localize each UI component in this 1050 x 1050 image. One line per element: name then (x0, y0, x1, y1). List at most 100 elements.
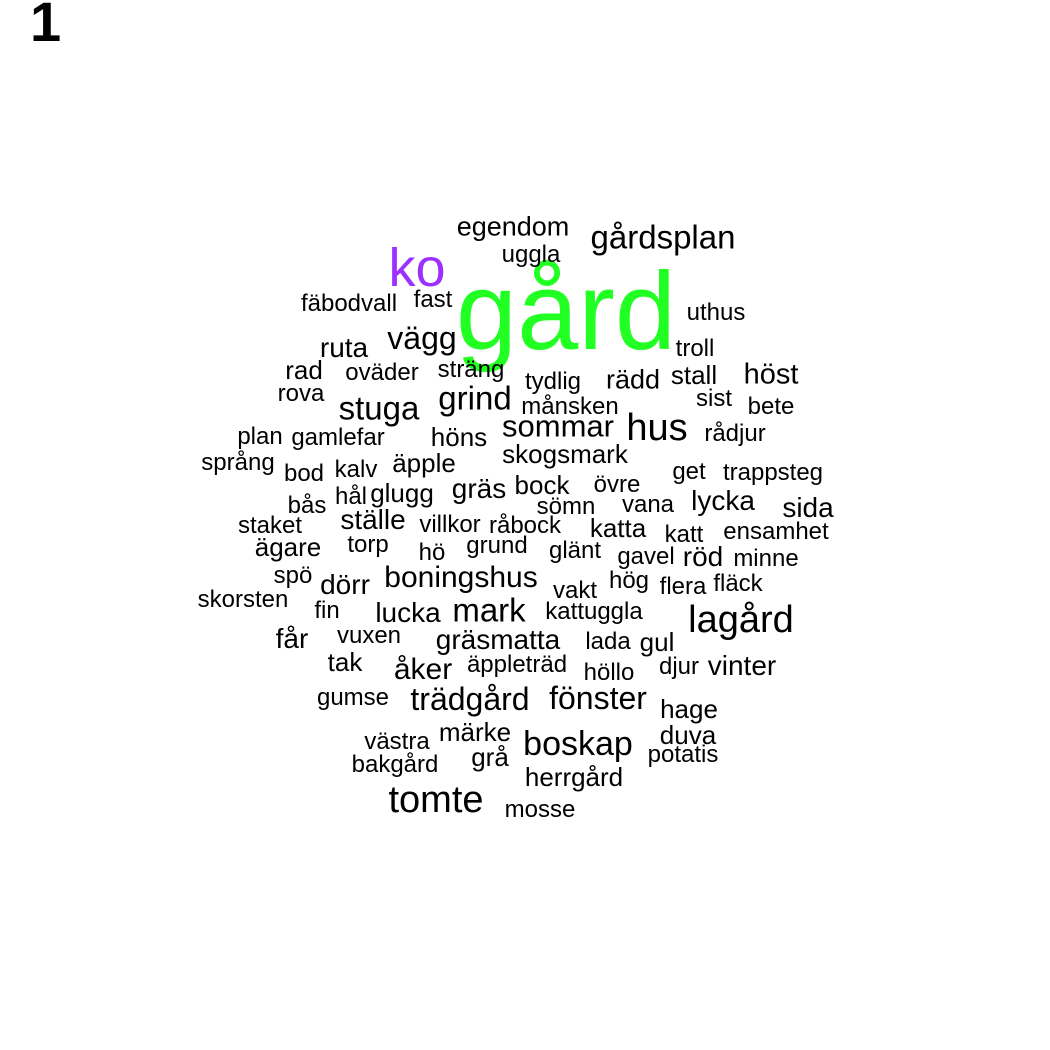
word-bas: bås (287, 492, 327, 519)
word-vastra: västra (364, 728, 430, 755)
word-vakt: vakt (552, 577, 598, 604)
word-hus: hus (626, 407, 688, 449)
word-hal: hål (334, 483, 368, 510)
word-duva: duva (659, 720, 717, 750)
word-minne: minne (733, 545, 799, 572)
word-fonster: fönster (549, 680, 647, 716)
word-hage: hage (660, 694, 718, 724)
word-stalle: ställe (340, 504, 406, 535)
word-gavel: gavel (617, 543, 675, 570)
word-tradgard: trädgård (410, 681, 530, 717)
panel-label: 1 (30, 0, 62, 53)
word-bock: bock (514, 470, 570, 500)
word-sprang: språng (201, 449, 275, 476)
word-hons: höns (430, 422, 488, 452)
word-bakgard: bakgård (351, 751, 439, 778)
word-grind: grind (438, 379, 512, 417)
word-uthus: uthus (686, 299, 746, 326)
word-aker: åker (393, 653, 453, 686)
word-sommar: sommar (502, 408, 614, 444)
word-kalv: kalv (334, 456, 378, 483)
word-lada: lada (585, 628, 631, 655)
word-boningshus: boningshus (384, 561, 538, 594)
word-gardsplan: gårdsplan (590, 218, 736, 256)
word-glant: glänt (548, 537, 602, 564)
word-gumse: gumse (316, 684, 390, 711)
word-appletrad: äppleträd (466, 651, 568, 678)
word-troll: troll (675, 335, 715, 362)
word-mansken: månsken (521, 393, 619, 420)
word-fabodvall: fäbodvall (300, 290, 398, 317)
word-hog: hög (608, 567, 650, 594)
word-herrgard: herrgård (524, 762, 624, 792)
word-spo: spö (273, 562, 313, 589)
word-dorr: dörr (320, 569, 370, 600)
word-flack: fläck (713, 570, 763, 597)
word-mark: mark (452, 591, 526, 629)
word-strang: sträng (437, 356, 505, 383)
word-katta: katta (589, 513, 647, 543)
word-tydlig: tydlig (524, 368, 582, 395)
word-lycka: lycka (691, 485, 755, 516)
word-stuga: stuga (338, 389, 420, 427)
word-egendom: egendom (456, 211, 570, 242)
word-sist: sist (696, 385, 732, 412)
word-staket: staket (237, 512, 303, 539)
word-glugg: glugg (370, 478, 434, 508)
word-villkor: villkor (419, 511, 481, 538)
word-gra: grå (471, 742, 509, 772)
word-hollo: höllo (583, 659, 635, 686)
word-ovader: oväder (345, 359, 419, 386)
word-grasmatta: gräsmatta (435, 624, 561, 655)
word-marke: märke (438, 717, 512, 747)
word-radjur: rådjur (704, 420, 766, 447)
word-sida: sida (782, 492, 834, 523)
word-fin: fin (314, 597, 340, 624)
word-lucka: lucka (375, 597, 441, 628)
word-stall: stall (670, 360, 718, 390)
word-ovre: övre (593, 471, 641, 498)
word-ho: hö (418, 539, 446, 566)
word-vinter: vinter (707, 650, 777, 681)
word-vana: vana (621, 491, 675, 518)
word-rad: rad (285, 355, 323, 385)
word-vuxen: vuxen (336, 622, 402, 649)
word-gard: gård (455, 250, 677, 373)
word-host: höst (743, 358, 799, 391)
word-agare: ägare (254, 532, 322, 562)
word-rod: röd (682, 541, 724, 572)
word-tomte: tomte (388, 779, 484, 821)
word-vagg: vägg (387, 320, 457, 356)
word-far: får (275, 623, 309, 654)
word-katt: katt (664, 521, 704, 548)
word-ruta: ruta (319, 332, 369, 363)
word-bod: bod (283, 460, 325, 487)
word-ko: ko (388, 238, 446, 298)
word-rabock: råbock (488, 512, 562, 539)
word-gras: gräs (451, 473, 507, 504)
word-radd: rädd (605, 364, 661, 395)
word-kattuggla: kattuggla (545, 598, 643, 625)
word-tak: tak (327, 647, 363, 677)
word-get: get (672, 458, 706, 485)
word-torp: torp (347, 531, 389, 558)
word-flera: flera (659, 573, 707, 600)
word-bete: bete (747, 393, 795, 420)
word-grund: grund (466, 532, 528, 559)
word-skorsten: skorsten (197, 586, 289, 613)
word-lagard: lagård (688, 599, 794, 641)
word-gul: gul (639, 627, 675, 657)
word-rova: rova (277, 380, 325, 407)
word-skogsmark: skogsmark (502, 439, 628, 469)
word-potatis: potatis (647, 741, 719, 768)
word-uggla: uggla (501, 241, 561, 268)
word-ensamhet: ensamhet (723, 518, 829, 545)
word-mosse: mosse (504, 796, 576, 823)
word-apple: äpple (392, 448, 456, 478)
word-fast: fast (413, 286, 453, 313)
word-gamlefar: gamlefar (291, 424, 385, 451)
word-djur: djur (658, 653, 700, 680)
word-boskap: boskap (523, 725, 633, 763)
word-somn: sömn (536, 493, 596, 520)
